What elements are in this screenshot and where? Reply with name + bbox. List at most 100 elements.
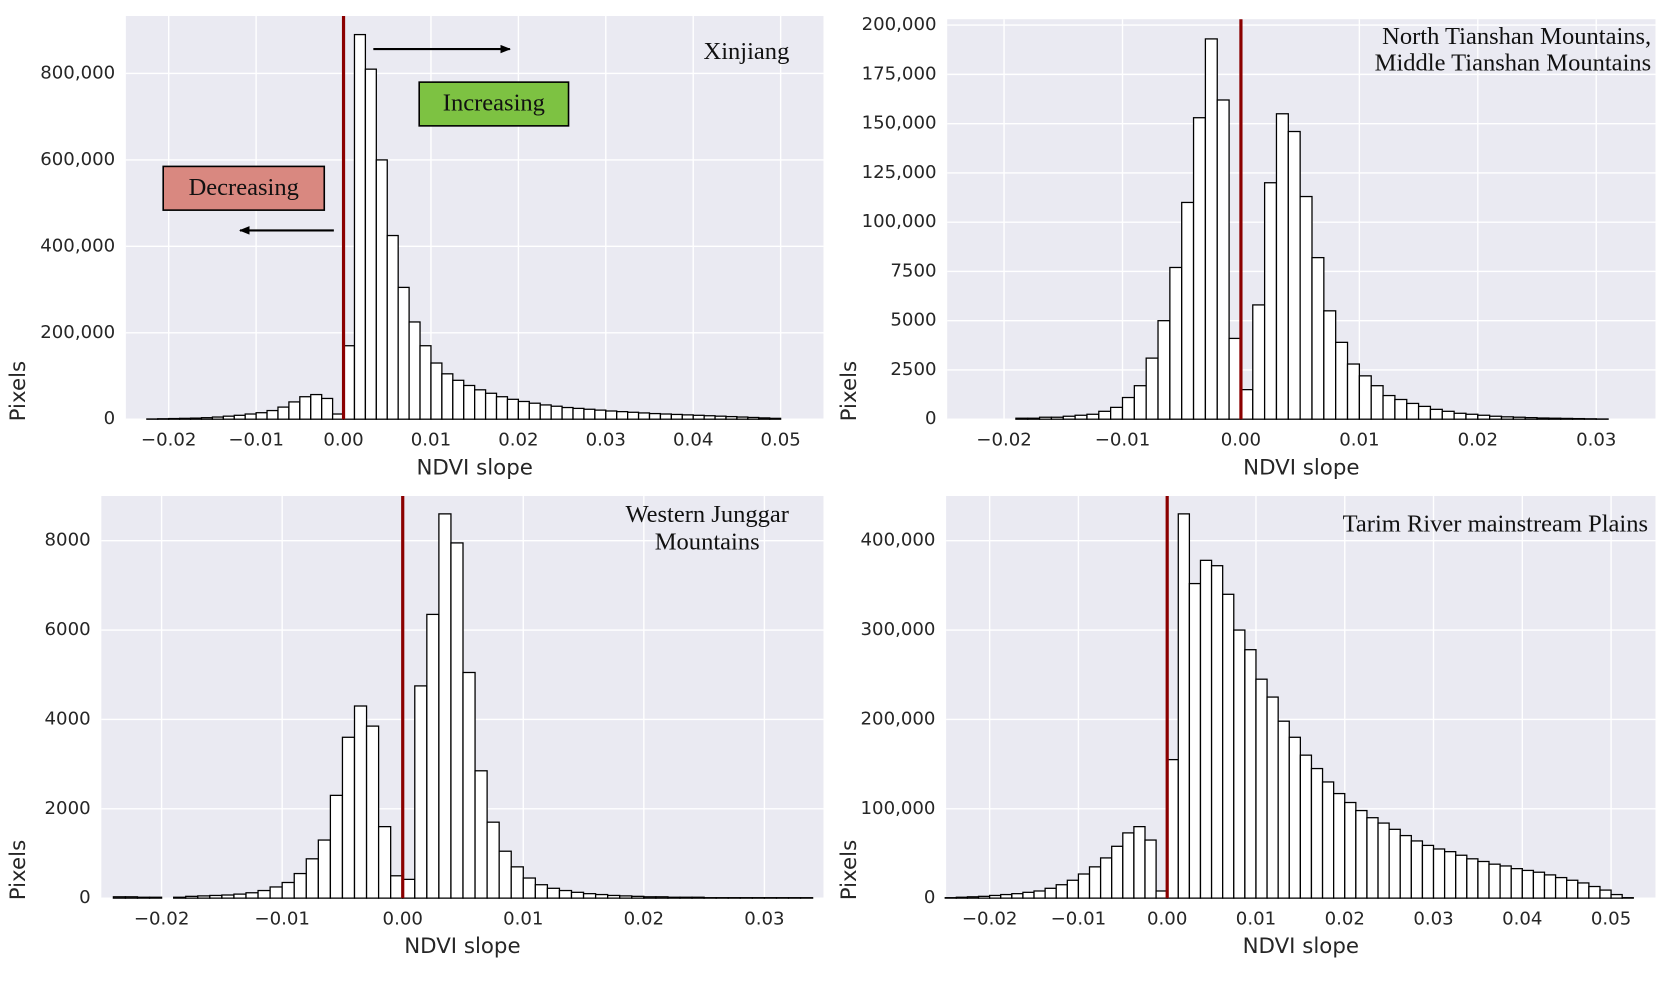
histogram-bar <box>112 896 127 899</box>
y-tick-label: 0 <box>104 408 116 429</box>
histogram-bar <box>269 886 283 899</box>
histogram-bar <box>528 402 541 420</box>
annotation-label: Increasing <box>443 90 545 117</box>
histogram-bar <box>1044 887 1057 899</box>
histogram-bar <box>375 159 388 420</box>
histogram-bar <box>1536 417 1550 420</box>
x-tick-label: 0.00 <box>1221 430 1261 451</box>
histogram-bar <box>1240 389 1254 420</box>
x-tick-label: 0.03 <box>586 430 626 451</box>
y-tick-label: 400,000 <box>40 235 115 256</box>
x-tick-label: −0.02 <box>134 908 190 929</box>
histogram-bar <box>386 234 399 420</box>
histogram-bar <box>637 412 651 420</box>
histogram-bar <box>209 894 223 899</box>
histogram-bar <box>197 895 211 899</box>
histogram-bar <box>1323 310 1337 420</box>
panel-title: Xinjiang <box>704 38 790 65</box>
histogram-bar <box>353 705 368 899</box>
histogram-bar <box>1022 891 1035 899</box>
histogram-bar <box>430 362 443 420</box>
histogram-bar <box>1204 38 1218 420</box>
histogram-bar <box>364 68 377 420</box>
panel-title: North Tianshan Mountains, <box>1382 23 1651 50</box>
histogram-bar <box>1443 851 1457 899</box>
histogram-bar <box>353 33 367 420</box>
y-tick-label: 2000 <box>45 798 91 819</box>
histogram-bar <box>572 407 585 420</box>
histogram-bar <box>616 410 629 420</box>
histogram-bar <box>1489 415 1503 420</box>
histogram-bar <box>233 414 246 420</box>
y-tick-label: 0 <box>925 408 937 429</box>
x-tick-label: 0.01 <box>503 908 543 929</box>
histogram-bar <box>1266 696 1279 899</box>
histogram-bar <box>522 877 536 899</box>
histogram-bar <box>736 416 749 420</box>
histogram-bar <box>517 400 530 420</box>
histogram-bar <box>211 416 224 420</box>
histogram-bar <box>221 894 235 899</box>
histogram-bar <box>178 417 192 420</box>
histogram-bar <box>329 794 344 899</box>
histogram-bar <box>988 894 1002 899</box>
y-tick-label: 400,000 <box>861 530 936 551</box>
histogram-bar <box>758 417 771 420</box>
panel-title: Middle Tianshan Mountains <box>1375 50 1652 77</box>
y-tick-label: 0 <box>79 887 91 908</box>
x-tick-label: −0.01 <box>1051 908 1107 929</box>
histogram-bar <box>1333 792 1346 899</box>
x-tick-label: 0.00 <box>383 908 423 929</box>
histogram-bar <box>450 542 464 899</box>
histogram-bar <box>1027 417 1041 420</box>
histogram-bar <box>498 850 512 899</box>
x-tick-label: −0.01 <box>228 430 284 451</box>
histogram-bar <box>293 872 307 899</box>
histogram-bar <box>1011 893 1024 899</box>
histogram-bar <box>1216 99 1230 420</box>
histogram-bar <box>1310 767 1324 899</box>
histogram-bar <box>244 413 257 420</box>
x-tick-label: 0.02 <box>1325 908 1365 929</box>
histogram-bar <box>1321 781 1335 899</box>
histogram-bar <box>1410 840 1424 899</box>
histogram-bar <box>414 685 428 899</box>
y-tick-label: 5000 <box>890 310 936 331</box>
histogram-bar <box>299 396 312 420</box>
histogram-bar <box>648 412 662 420</box>
x-tick-label: 0.03 <box>1413 908 1453 929</box>
histogram-bar <box>583 408 596 420</box>
x-tick-label: −0.01 <box>254 908 310 929</box>
histogram-bar <box>1432 848 1446 899</box>
histogram-bar <box>1050 416 1064 420</box>
y-tick-label: 2500 <box>890 359 936 380</box>
histogram-bar <box>670 413 683 420</box>
histogram-bar <box>1255 678 1268 899</box>
histogram-bar <box>1122 832 1135 899</box>
histogram-bar <box>255 412 268 420</box>
histogram-bar <box>266 409 279 420</box>
histogram-bar <box>1355 809 1368 899</box>
y-tick-label: 7500 <box>890 260 936 281</box>
histogram-bar <box>441 373 454 420</box>
histogram-bar <box>977 895 991 899</box>
histogram-bar <box>703 415 716 420</box>
histogram-bar <box>667 896 681 899</box>
histogram-bar <box>1346 363 1361 420</box>
x-tick-label: −0.02 <box>976 430 1032 451</box>
histogram-bar <box>233 893 247 899</box>
histogram-bar <box>1133 826 1146 899</box>
histogram-bar <box>1500 416 1514 420</box>
plot-area <box>125 16 824 420</box>
histogram-bar <box>1188 582 1202 899</box>
annotation-box <box>418 81 570 127</box>
histogram-bar <box>402 878 416 899</box>
histogram-bar <box>1311 256 1325 420</box>
histogram-bar <box>534 884 549 899</box>
histogram-bar <box>605 410 618 420</box>
histogram-bar <box>659 413 672 420</box>
x-tick-label: 0.05 <box>760 430 800 451</box>
x-axis-label: NDVI slope <box>1243 455 1359 480</box>
histogram-bar <box>955 896 969 899</box>
panel-title: Mountains <box>655 529 760 556</box>
